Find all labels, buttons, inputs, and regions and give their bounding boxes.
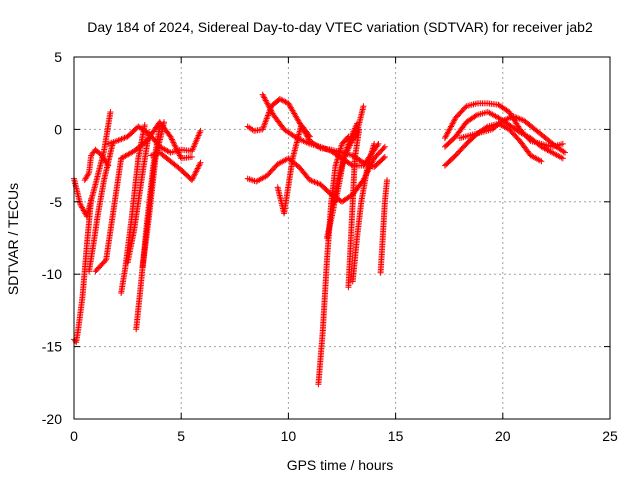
data-point <box>141 122 148 129</box>
data-point <box>360 103 367 110</box>
data-point <box>384 177 391 184</box>
data-point <box>168 135 175 142</box>
data-point <box>188 177 195 184</box>
data-point <box>171 140 178 147</box>
data-point <box>190 174 197 181</box>
data-point <box>371 140 378 147</box>
data-point <box>282 98 289 105</box>
data-point <box>170 139 177 146</box>
data-point <box>380 145 387 152</box>
series-arc-a <box>118 122 148 297</box>
data-point <box>177 153 184 160</box>
data-point <box>167 133 174 140</box>
data-point <box>85 171 92 178</box>
data-point <box>381 153 388 160</box>
series-arc-late-4 <box>456 113 568 156</box>
y-tick-label: -15 <box>42 339 62 355</box>
x-tick-label: 25 <box>602 428 618 444</box>
grid-lines <box>74 57 610 419</box>
data-point <box>197 159 204 166</box>
x-tick-label: 5 <box>177 428 185 444</box>
series-arc-deep-3 <box>332 120 361 205</box>
data-point <box>107 109 114 116</box>
series-arc-deep-4 <box>345 126 363 291</box>
plot-frame <box>73 56 611 420</box>
series-arc-mid-4 <box>274 122 313 217</box>
data-point <box>173 145 180 152</box>
data-point <box>356 126 363 133</box>
data-point <box>101 258 108 265</box>
series-arc-deep-1 <box>315 133 352 388</box>
series-arc-f <box>118 119 195 162</box>
y-tick-label: 0 <box>54 121 62 137</box>
data-point <box>88 195 95 202</box>
series-arc-deep-5 <box>349 140 378 285</box>
data-point <box>191 171 198 178</box>
y-tick-label: 5 <box>54 49 62 65</box>
data-point <box>193 166 200 173</box>
data-point <box>196 162 203 169</box>
series-arc-late-2 <box>441 109 566 162</box>
data-point <box>276 95 283 102</box>
y-tick-label: -20 <box>42 411 62 427</box>
data-points <box>71 91 568 388</box>
data-point <box>172 143 179 150</box>
data-point <box>189 175 196 182</box>
data-point <box>305 132 312 139</box>
data-point <box>380 155 387 162</box>
y-axis-label: SDTVAR / TECUs <box>5 183 21 295</box>
data-point <box>175 149 182 156</box>
data-point <box>191 172 198 179</box>
data-point <box>278 96 285 103</box>
series-arc-early-2 <box>71 195 95 346</box>
x-tick-label: 10 <box>281 428 297 444</box>
data-point <box>306 133 313 140</box>
data-point <box>192 169 199 176</box>
data-point <box>279 97 286 104</box>
data-point <box>197 127 204 134</box>
data-point <box>472 112 479 119</box>
x-tick-label: 15 <box>388 428 404 444</box>
data-point <box>195 164 202 171</box>
data-point <box>561 149 568 156</box>
data-point <box>559 140 566 147</box>
data-point <box>281 98 288 105</box>
x-tick-label: 0 <box>70 428 78 444</box>
data-point <box>559 155 566 162</box>
chart-title: Day 184 of 2024, Sidereal Day-to-day VTE… <box>87 19 593 35</box>
data-point <box>176 152 183 159</box>
series-arc-mid-2 <box>259 91 382 169</box>
data-point <box>171 142 178 149</box>
series-arc-deep-6 <box>377 177 391 276</box>
x-tick-label: 20 <box>495 428 511 444</box>
data-point <box>354 120 361 127</box>
data-point <box>193 168 200 175</box>
data-point <box>381 143 388 150</box>
data-point <box>188 153 195 160</box>
data-point <box>538 158 545 165</box>
data-point <box>168 136 175 143</box>
y-tick-label: -5 <box>50 194 63 210</box>
data-point <box>560 148 567 155</box>
data-point <box>169 137 176 144</box>
data-point <box>194 165 201 172</box>
series-arc-g <box>148 149 204 184</box>
data-point <box>174 148 181 155</box>
data-point <box>176 151 183 158</box>
y-tick-label: -10 <box>42 266 62 282</box>
data-point <box>196 161 203 168</box>
x-axis-label: GPS time / hours <box>287 457 394 473</box>
data-point <box>173 146 180 153</box>
axis-ticks: 0 5 10 15 20 25 -20 -15 -10 -5 0 5 <box>42 49 618 444</box>
